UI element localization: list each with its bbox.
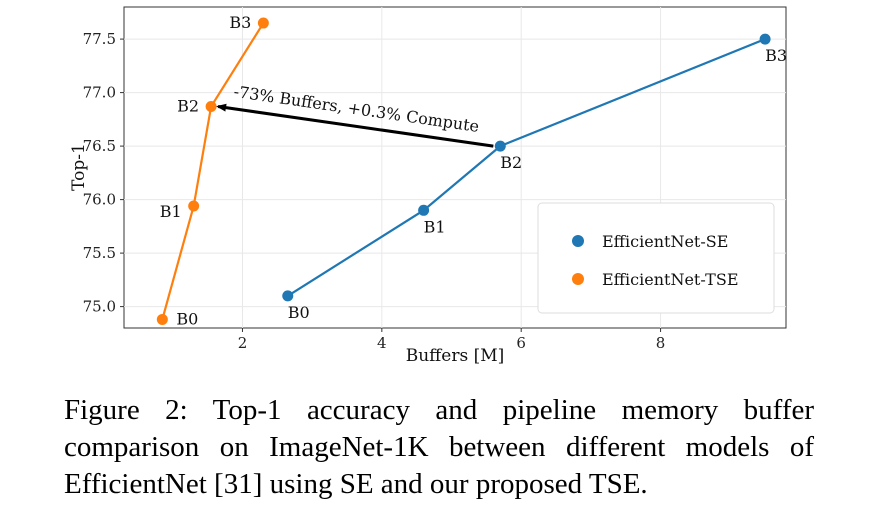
data-point [257,17,269,29]
x-tick-label: 8 [656,334,666,352]
y-tick-label: 77.0 [83,84,116,102]
legend: EfficientNet-SE EfficientNet-TSE [537,202,775,314]
point-label: B3 [765,46,787,65]
data-point [156,313,168,325]
legend-label-se: EfficientNet-SE [602,232,728,251]
legend-marker-se [572,235,584,247]
y-tick-label: 76.5 [83,137,116,155]
data-point [759,33,771,45]
x-tick-label: 4 [377,334,387,352]
chart: 2 4 6 8 75.0 75.5 76.0 76.5 77.0 77.5 Buffers [M]… [69,6,787,366]
series-line [161,22,265,320]
data-point [494,140,506,152]
legend-label-tse: EfficientNet-TSE [602,270,739,289]
axis-ticks: 2 4 6 8 75.0 75.5 76.0 76.5 77.0 77.5 [83,30,666,352]
x-tick-label: 2 [238,334,248,352]
data-point [418,204,430,216]
x-axis-label: Buffers [M] [406,346,505,366]
y-tick-label: 76.0 [83,191,116,209]
series: B0 B1 B2 B3 B0 B1 B2 B3 [156,13,787,328]
data-point [188,200,200,212]
point-label: B0 [176,309,198,328]
point-label: B2 [177,97,199,116]
series-tse: B0 B1 B2 B3 [156,13,269,328]
y-axis-label: Top-1 [69,143,89,191]
series-line [287,38,766,297]
y-tick-label: 77.5 [83,30,116,48]
data-point [282,290,294,302]
point-label: B1 [424,217,446,236]
point-label: B3 [229,13,251,32]
annotation-arrow [216,103,494,148]
legend-marker-tse [572,273,584,285]
y-tick-label: 75.0 [83,298,116,316]
y-tick-label: 75.5 [83,244,116,262]
legend-box [537,202,775,314]
point-label: B0 [288,303,310,322]
chart-svg: 2 4 6 8 75.0 75.5 76.0 76.5 77.0 77.5 Buffers [M]… [69,6,787,366]
x-tick-label: 6 [516,334,526,352]
figure-caption: Figure 2: Top-1 accuracy and pipeline me… [64,394,814,500]
data-point [205,101,217,113]
point-label: B1 [160,202,182,221]
series-se: B0 B1 B2 B3 [282,33,787,322]
point-label: B2 [500,153,522,172]
